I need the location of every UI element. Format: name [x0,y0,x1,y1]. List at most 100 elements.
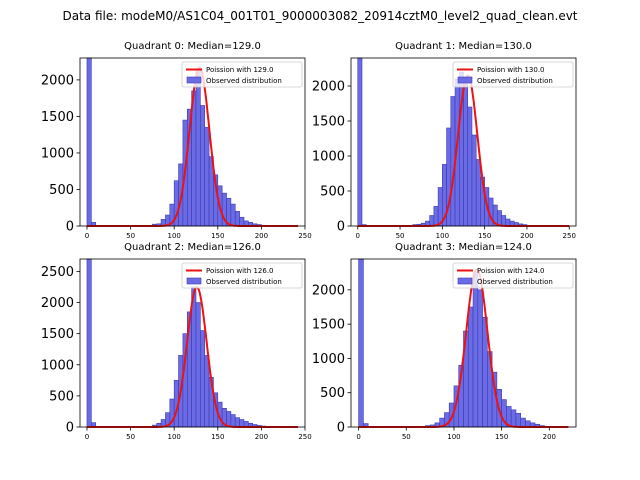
x-tick-label: 50 [396,232,405,240]
histogram-bar [433,206,439,227]
legend-hist-swatch [457,76,473,84]
histogram-bar [475,159,481,227]
legend-fit-label: Poission with 129.0 [206,66,274,74]
y-tick-label: 0 [66,421,74,436]
legend-box [452,262,574,289]
y-tick-label: 2000 [312,283,345,298]
panel-quadrant-0: Quadrant 0: Median=129.0 0 500 1000 1500 2000… [41,41,312,240]
histogram-bar [482,316,488,428]
x-tick-label: 0 [85,232,89,240]
panel-title: Quadrant 0: Median=129.0 [124,41,261,52]
x-tick-label: 250 [298,433,311,441]
y-tick-label: 1500 [312,318,345,333]
y-tick-label: 2000 [41,296,74,311]
x-tick-label: 100 [447,433,460,441]
legend-hist-label: Observed distribution [206,278,282,286]
y-tick-label: 2000 [312,80,345,95]
histogram-bar [200,105,206,227]
histogram-bar-zero-bin [86,258,92,428]
legend: Poission with 129.0 Observed distribution [181,61,303,88]
x-tick-label: 150 [211,433,224,441]
x-tick-label: 50 [402,433,411,441]
legend-hist-swatch [186,76,202,84]
panel-title: Quadrant 3: Median=124.0 [395,242,532,253]
histogram-bar-zero-bin [358,258,364,428]
x-tick-label: 200 [255,232,268,240]
legend-box [452,61,574,88]
legend-hist-label: Observed distribution [206,77,282,85]
histogram-bar [472,272,479,428]
histogram-bar [226,411,232,428]
legend: Poission with 130.0 Observed distribution [452,61,574,88]
y-tick-label: 500 [320,386,345,401]
histogram-bar [239,216,245,227]
legend-hist-label: Observed distribution [477,77,553,85]
figure-title: Data file: modeM0/AS1C04_001T01_90000030… [62,9,577,23]
y-tick-label: 500 [49,389,74,404]
x-tick-label: 200 [255,433,268,441]
x-tick-label: 250 [298,232,311,240]
y-tick-label: 1000 [312,352,345,367]
y-tick-label: 1500 [41,327,74,342]
y-tick-label: 1000 [41,146,74,161]
y-tick-label: 1000 [312,150,345,165]
legend-hist-swatch [186,277,202,285]
y-tick-label: 2000 [41,73,74,88]
x-tick-label: 0 [85,433,89,441]
histogram-bar [463,78,469,227]
legend-hist-label: Observed distribution [477,278,553,286]
legend-fit-label: Poission with 124.0 [477,267,545,275]
histogram-bar [477,289,483,428]
y-tick-label: 0 [337,220,345,235]
legend-fit-label: Poission with 126.0 [206,267,274,275]
x-tick-label: 100 [167,433,180,441]
x-tick-label: 200 [543,433,556,441]
histogram-bar [204,127,210,227]
x-tick-label: 100 [167,232,180,240]
legend-box [181,61,303,88]
x-tick-label: 0 [356,232,360,240]
y-tick-label: 2500 [41,265,74,280]
y-tick-label: 1000 [41,358,74,373]
x-tick-label: 0 [356,433,360,441]
histogram-bar [234,417,240,428]
histogram-bar [515,412,522,428]
y-tick-label: 0 [337,421,345,436]
legend: Poission with 124.0 Observed distribution [452,262,574,289]
histogram-bar [467,106,473,227]
axes-frame [350,57,577,227]
y-tick-label: 500 [320,185,345,200]
x-tick-label: 50 [126,232,135,240]
histogram-bar [234,211,240,227]
panel-quadrant-2: Quadrant 2: Median=126.00500100015002000… [41,242,312,441]
histogram-bar [200,330,206,428]
x-tick-label: 150 [495,433,508,441]
panel-title: Quadrant 2: Median=126.0 [124,242,261,253]
x-tick-label: 250 [563,232,576,240]
axes-frame [350,258,577,428]
y-tick-label: 1500 [41,110,74,125]
histogram-bar [239,419,245,428]
legend: Poission with 126.0 Observed distribution [181,262,303,289]
histogram-bar [471,134,477,227]
panel-title: Quadrant 1: Median=130.0 [395,41,532,52]
legend-hist-swatch [457,277,473,285]
axes-frame [79,258,306,428]
histogram-bar [437,187,443,227]
histogram-bar [510,409,517,428]
y-tick-label: 1500 [312,115,345,130]
x-tick-label: 150 [478,232,491,240]
histogram-bar [230,203,236,227]
panel-quadrant-3: Quadrant 3: Median=124.00500100015002000… [312,242,577,441]
histogram-bar [505,218,511,227]
histogram-bar [467,306,474,428]
histogram-bar [195,302,201,428]
histogram-bar-zero-bin [357,57,363,227]
histogram-bar [204,355,210,428]
legend-box [181,262,303,289]
histogram-bar [520,417,526,428]
y-tick-label: 500 [49,183,74,198]
histogram-bar [195,68,201,227]
histogram-bar-zero-bin [86,57,92,227]
